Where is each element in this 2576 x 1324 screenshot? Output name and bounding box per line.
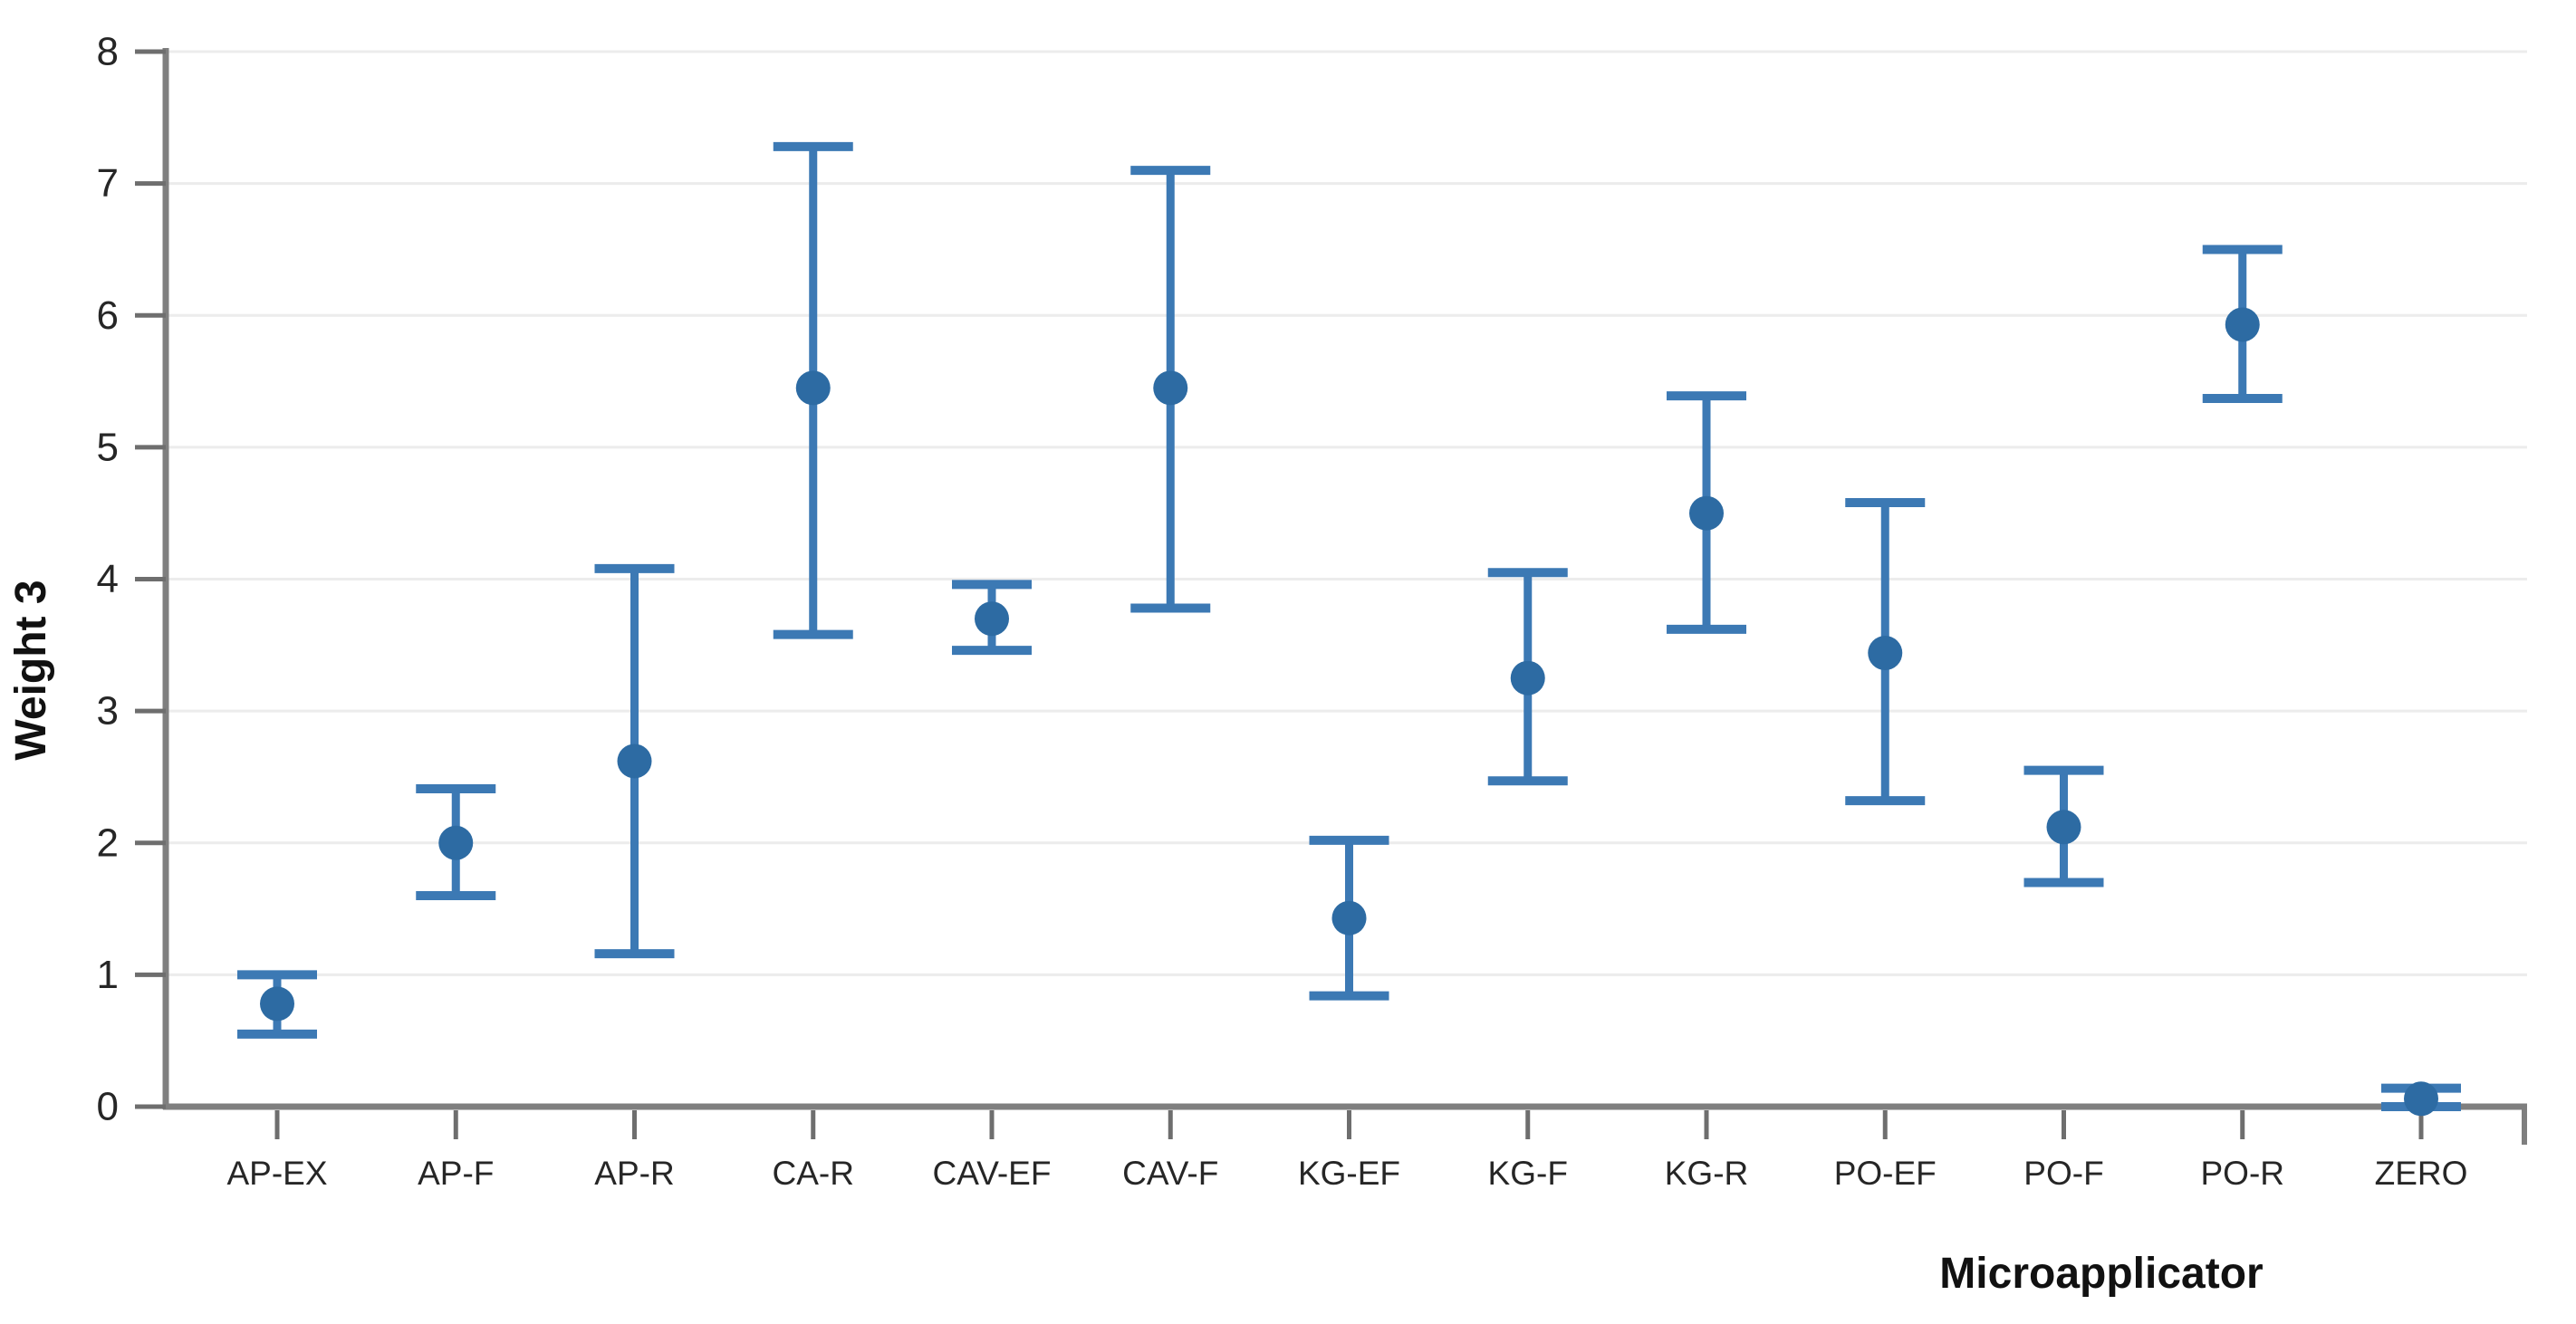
y-tick-label: 6 bbox=[97, 293, 119, 338]
mean-marker bbox=[2404, 1081, 2438, 1117]
x-tick-label: CAV-EF bbox=[933, 1155, 1052, 1192]
mean-marker bbox=[795, 370, 831, 406]
gridlines bbox=[166, 50, 2527, 976]
x-tick-label: PO-EF bbox=[1834, 1155, 1937, 1192]
mean-marker bbox=[1689, 495, 1724, 531]
x-tick-label: PO-R bbox=[2201, 1155, 2285, 1192]
y-tick-label: 4 bbox=[97, 557, 119, 601]
x-tick-label: AP-R bbox=[594, 1155, 674, 1192]
tick-marks bbox=[135, 49, 2424, 1139]
mean-marker bbox=[260, 986, 294, 1022]
y-tick-label: 5 bbox=[97, 425, 119, 469]
y-tick-label: 7 bbox=[97, 161, 119, 206]
mean-marker bbox=[438, 825, 474, 860]
y-tick-label: 8 bbox=[97, 30, 119, 74]
errorbar-point bbox=[1845, 498, 1926, 806]
mean-marker bbox=[1331, 900, 1367, 935]
errorbar-point bbox=[416, 784, 496, 900]
mean-marker bbox=[975, 601, 1009, 637]
errorbar-point bbox=[2381, 1081, 2461, 1117]
mean-marker bbox=[617, 744, 652, 779]
errorbar-point bbox=[594, 563, 675, 959]
errorbar-point bbox=[1309, 835, 1389, 1001]
y-axis-title: Weight 3 bbox=[7, 580, 55, 760]
errorbar-point bbox=[1130, 166, 1211, 613]
errorbar-point bbox=[952, 580, 1032, 656]
x-tick-label: KG-EF bbox=[1298, 1155, 1400, 1192]
errorbar-point bbox=[2202, 245, 2283, 403]
x-tick-label: CA-R bbox=[773, 1155, 854, 1192]
x-tick-label: AP-F bbox=[418, 1155, 494, 1192]
mean-marker bbox=[1868, 636, 1903, 671]
y-tick-label: 3 bbox=[97, 689, 119, 734]
y-tick-label: 0 bbox=[97, 1085, 119, 1129]
x-axis-title: Microapplicator bbox=[1939, 1250, 2263, 1298]
x-tick-label: CAV-F bbox=[1122, 1155, 1218, 1192]
mean-marker bbox=[1153, 370, 1188, 406]
series-errorbars bbox=[237, 141, 2461, 1117]
y-tick-label: 1 bbox=[97, 953, 119, 997]
y-tick-label: 2 bbox=[97, 820, 119, 865]
errorbar-point bbox=[1487, 568, 1568, 786]
tick-labels: 0 1 2 3 4 5 6 7 8 AP-EX AP-F AP-R CA-R CAV-EF CAV-F KG-… bbox=[97, 30, 2468, 1193]
errorbar-point bbox=[237, 970, 317, 1039]
x-tick-label: KG-F bbox=[1488, 1155, 1568, 1192]
x-tick-label: AP-EX bbox=[226, 1155, 327, 1192]
mean-marker bbox=[1510, 660, 1545, 696]
x-tick-label: PO-F bbox=[2023, 1155, 2103, 1192]
x-tick-label: KG-R bbox=[1665, 1155, 1749, 1192]
mean-marker bbox=[2225, 307, 2260, 342]
x-tick-label: ZERO bbox=[2375, 1155, 2468, 1192]
errorbar-point bbox=[2023, 765, 2104, 887]
errorbar-point bbox=[773, 141, 853, 639]
errorbar-point bbox=[1667, 391, 1746, 634]
mean-marker bbox=[2046, 810, 2081, 845]
